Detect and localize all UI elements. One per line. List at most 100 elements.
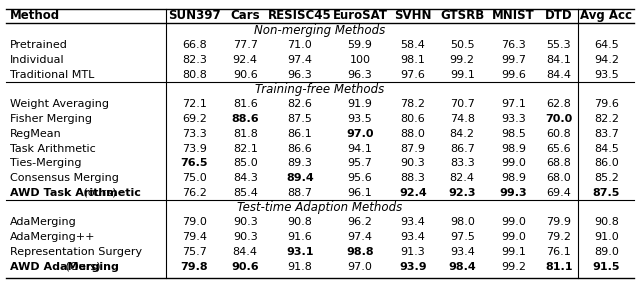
Text: 84.4: 84.4 [547,70,572,80]
Text: AWD AdaMerging: AWD AdaMerging [10,262,118,272]
Text: 88.6: 88.6 [232,114,259,124]
Text: 91.3: 91.3 [401,247,426,257]
Text: 90.6: 90.6 [233,70,258,80]
Text: 79.6: 79.6 [594,99,619,109]
Text: 92.3: 92.3 [449,188,476,198]
Text: Traditional MTL: Traditional MTL [10,70,94,80]
Text: 98.8: 98.8 [346,247,374,257]
Text: Avg Acc: Avg Acc [580,9,632,22]
Text: Pretrained: Pretrained [10,40,67,50]
Text: 80.6: 80.6 [401,114,426,124]
Text: 82.1: 82.1 [233,144,258,154]
Text: 94.1: 94.1 [348,144,372,154]
Text: 90.6: 90.6 [232,262,259,272]
Text: 82.3: 82.3 [182,55,207,65]
Text: 93.4: 93.4 [401,232,426,242]
Text: 86.7: 86.7 [450,144,475,154]
Text: 86.0: 86.0 [594,158,619,168]
Text: 99.7: 99.7 [500,55,526,65]
Text: 98.0: 98.0 [450,217,475,227]
Text: 93.5: 93.5 [594,70,619,80]
Text: 93.9: 93.9 [399,262,427,272]
Text: (ours): (ours) [80,188,116,198]
Text: 82.6: 82.6 [287,99,312,109]
Text: 94.2: 94.2 [594,55,619,65]
Text: 72.1: 72.1 [182,99,207,109]
Text: 77.7: 77.7 [233,40,258,50]
Text: 80.8: 80.8 [182,70,207,80]
Text: 79.8: 79.8 [180,262,208,272]
Text: MNIST: MNIST [492,9,534,22]
Text: 98.5: 98.5 [501,129,525,139]
Text: SUN397: SUN397 [168,9,221,22]
Text: 71.0: 71.0 [287,40,312,50]
Text: 70.7: 70.7 [450,99,475,109]
Text: 84.3: 84.3 [233,173,258,183]
Text: 50.5: 50.5 [450,40,474,50]
Text: 79.4: 79.4 [182,232,207,242]
Text: 62.8: 62.8 [547,99,572,109]
Text: Method: Method [10,9,60,22]
Text: Consensus Merging: Consensus Merging [10,173,118,183]
Text: 79.9: 79.9 [547,217,572,227]
Text: 79.0: 79.0 [182,217,207,227]
Text: (Ours): (Ours) [61,262,100,272]
Text: 99.1: 99.1 [501,247,525,257]
Text: 89.3: 89.3 [287,158,312,168]
Text: RESISC45: RESISC45 [268,9,332,22]
Text: 99.0: 99.0 [501,232,525,242]
Text: 75.7: 75.7 [182,247,207,257]
Text: 73.3: 73.3 [182,129,207,139]
Text: Representation Surgery: Representation Surgery [10,247,141,257]
Text: 92.4: 92.4 [233,55,258,65]
Text: 99.2: 99.2 [450,55,475,65]
Text: GTSRB: GTSRB [440,9,484,22]
Text: 97.1: 97.1 [501,99,525,109]
Text: EuroSAT: EuroSAT [333,9,388,22]
Text: 97.4: 97.4 [348,232,372,242]
Text: Individual: Individual [10,55,64,65]
Text: AWD Task Arithmetic: AWD Task Arithmetic [10,188,140,198]
Text: 90.3: 90.3 [401,158,426,168]
Text: 74.8: 74.8 [450,114,475,124]
Text: 75.0: 75.0 [182,173,207,183]
Text: 91.0: 91.0 [594,232,619,242]
Text: 81.6: 81.6 [233,99,258,109]
Text: 89.4: 89.4 [286,173,314,183]
Text: 65.6: 65.6 [547,144,571,154]
Text: 81.8: 81.8 [233,129,258,139]
Text: 68.0: 68.0 [547,173,572,183]
Text: DTD: DTD [545,9,573,22]
Text: 76.5: 76.5 [180,158,208,168]
Text: 76.2: 76.2 [182,188,207,198]
Text: 60.8: 60.8 [547,129,572,139]
Text: 99.3: 99.3 [499,188,527,198]
Text: Task Arithmetic: Task Arithmetic [10,144,95,154]
Text: 93.5: 93.5 [348,114,372,124]
Text: 96.3: 96.3 [287,70,312,80]
Text: 95.7: 95.7 [348,158,372,168]
Text: 69.2: 69.2 [182,114,207,124]
Text: 87.5: 87.5 [287,114,312,124]
Text: 86.1: 86.1 [287,129,312,139]
Text: 64.5: 64.5 [594,40,619,50]
Text: 55.3: 55.3 [547,40,571,50]
Text: 82.2: 82.2 [594,114,619,124]
Text: 97.5: 97.5 [450,232,475,242]
Text: 79.2: 79.2 [547,232,572,242]
Text: 69.4: 69.4 [547,188,572,198]
Text: Fisher Merging: Fisher Merging [10,114,92,124]
Text: 96.2: 96.2 [348,217,372,227]
Text: Cars: Cars [230,9,260,22]
Text: 93.3: 93.3 [501,114,525,124]
Text: 90.3: 90.3 [233,217,258,227]
Text: 95.6: 95.6 [348,173,372,183]
Text: 96.1: 96.1 [348,188,372,198]
Text: 98.9: 98.9 [500,144,526,154]
Text: 90.8: 90.8 [594,217,619,227]
Text: 98.9: 98.9 [500,173,526,183]
Text: 85.4: 85.4 [233,188,258,198]
Text: 78.2: 78.2 [401,99,426,109]
Text: 91.5: 91.5 [593,262,620,272]
Text: 70.0: 70.0 [545,114,572,124]
